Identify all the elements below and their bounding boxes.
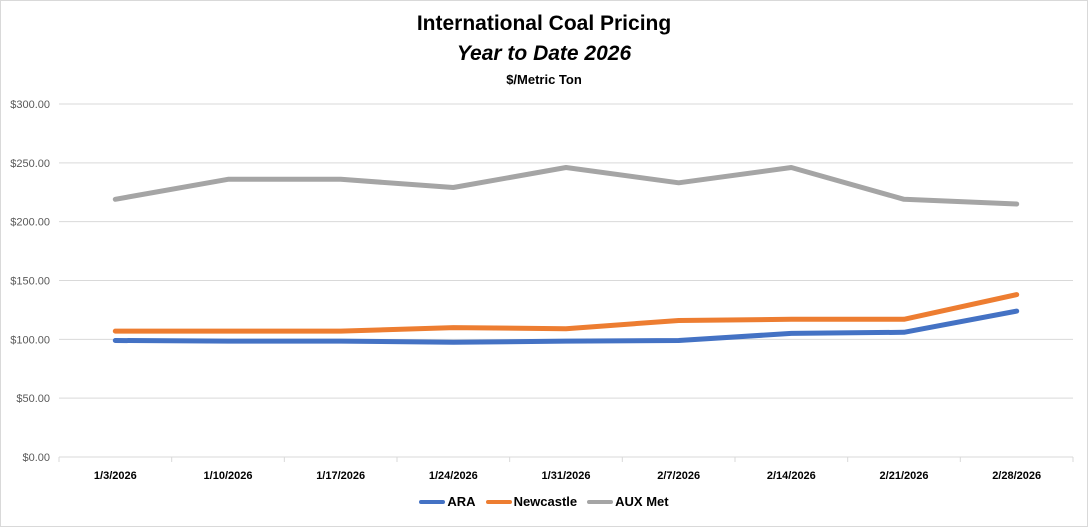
x-tick-label: 1/17/2026 xyxy=(316,470,365,482)
legend-label: ARA xyxy=(447,494,476,509)
chart-title: International Coal Pricing xyxy=(416,12,672,35)
y-tick-label: $150.00 xyxy=(10,276,50,288)
legend-swatch xyxy=(419,499,446,504)
y-axis-unit-label: $/Metric Ton xyxy=(506,72,582,87)
x-tick-label: 2/28/2026 xyxy=(992,470,1041,482)
y-tick-label: $100.00 xyxy=(10,334,50,346)
series-line-aux-met xyxy=(112,165,1020,207)
y-tick-label: $250.00 xyxy=(10,158,50,170)
x-tick-label: 2/7/2026 xyxy=(657,470,700,482)
legend-label: AUX Met xyxy=(615,494,669,509)
legend-item-newcastle: Newcastle xyxy=(485,494,578,509)
x-tick-label: 2/21/2026 xyxy=(880,470,929,482)
y-tick-label: $200.00 xyxy=(10,217,50,229)
x-tick-label: 1/24/2026 xyxy=(429,470,478,482)
x-tick-label: 2/14/2026 xyxy=(767,470,816,482)
x-tick-label: 1/31/2026 xyxy=(542,470,591,482)
chart-subtitle: Year to Date 2026 xyxy=(456,42,632,65)
legend-swatch xyxy=(485,499,512,504)
legend-item-ara: ARA xyxy=(419,494,476,509)
legend: ARA Newcastle AUX Met xyxy=(0,494,1088,509)
y-tick-label: $0.00 xyxy=(22,452,50,464)
legend-item-aux-met: AUX Met xyxy=(587,494,669,509)
series-line-newcastle xyxy=(112,292,1020,334)
y-tick-label: $50.00 xyxy=(16,393,50,405)
x-tick-label: 1/10/2026 xyxy=(204,470,253,482)
x-tick-label: 1/3/2026 xyxy=(94,470,137,482)
legend-label: Newcastle xyxy=(513,494,578,509)
legend-swatch xyxy=(587,499,614,504)
y-tick-label: $300.00 xyxy=(10,99,50,111)
